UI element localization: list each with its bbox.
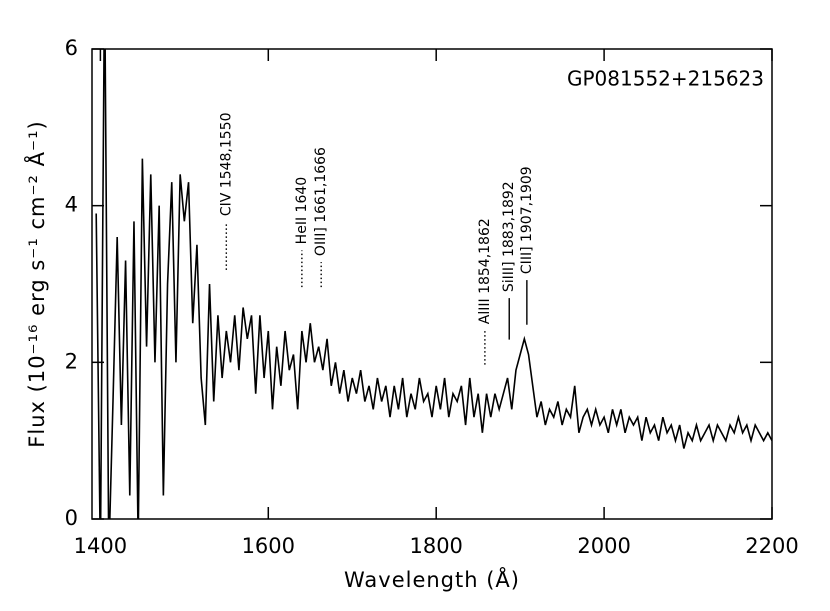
line-label: AlIII 1854,1862 <box>477 218 493 324</box>
plot-frame <box>91 48 773 520</box>
y-tick-label: 0 <box>65 506 78 530</box>
y-tick-label: 6 <box>65 36 78 60</box>
line-label: CIV 1548,1550 <box>218 112 234 216</box>
plot-area <box>95 49 772 519</box>
y-tick-label: 4 <box>65 193 78 217</box>
x-tick-label: 1600 <box>242 534 295 558</box>
x-tick-label: 2200 <box>745 534 798 558</box>
y-axis-label: Flux (10⁻¹⁶ erg s⁻¹ cm⁻² Å⁻¹) <box>23 120 49 447</box>
y-tick-label: 2 <box>65 349 78 373</box>
line-label: CIII] 1907,1909 <box>519 166 535 274</box>
line-label: HeII 1640 <box>294 177 310 244</box>
spectrum-line <box>95 49 772 519</box>
line-label: SiIII] 1883,1892 <box>501 181 517 292</box>
object-name: GP081552+215623 <box>567 67 764 91</box>
x-axis-label: Wavelength (Å) <box>344 566 520 592</box>
x-tick-label: 1400 <box>74 534 127 558</box>
x-tick-label: 2000 <box>577 534 630 558</box>
x-tick-label: 1800 <box>409 534 462 558</box>
line-label: OIII] 1661,1666 <box>313 147 329 256</box>
